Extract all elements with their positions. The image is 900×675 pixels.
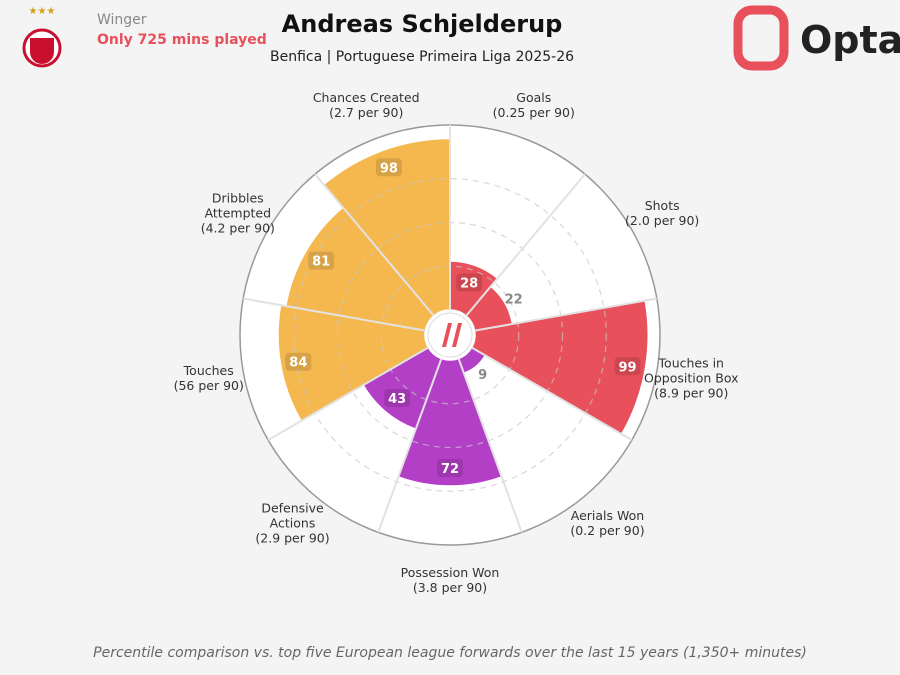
category-label: Shots (2.0 per 90) <box>612 198 712 228</box>
category-name: Touches in Opposition Box <box>644 355 739 386</box>
category-name: Aerials Won <box>570 507 645 523</box>
category-label: Goals (0.25 per 90) <box>479 90 589 120</box>
value-chip <box>456 273 483 292</box>
bar <box>277 304 430 423</box>
slice-divider <box>377 358 443 533</box>
bar <box>397 357 503 487</box>
center-icon <box>442 323 462 347</box>
per90-label: (0.2 per 90) <box>570 522 645 538</box>
per90-label: (8.9 per 90) <box>654 385 729 401</box>
category-name: Chances Created <box>312 89 420 105</box>
category-name: Shots <box>644 197 680 213</box>
per90-label: (0.25 per 90) <box>492 104 575 120</box>
opta-logo: Opta <box>733 5 900 71</box>
grid-ring <box>293 178 607 492</box>
slice-divider <box>267 346 429 441</box>
svg-text:★★★: ★★★ <box>29 6 56 17</box>
per90-label: (56 per 90) <box>173 377 244 393</box>
footnote: Percentile comparison vs. top five Europ… <box>93 645 807 661</box>
slice-divider <box>314 173 435 317</box>
category-label: Aerials Won (0.2 per 90) <box>562 508 652 538</box>
category-name: Touches <box>183 362 234 378</box>
value-label: 43 <box>388 392 406 407</box>
value-chip <box>384 389 411 408</box>
slice-divider <box>457 358 523 533</box>
slice-divider <box>465 173 586 317</box>
value-label: 98 <box>380 161 398 176</box>
category-label: Possession Won (3.8 per 90) <box>385 565 515 595</box>
bar <box>449 260 499 317</box>
category-label: Dribbles Attempted (4.2 per 90) <box>193 190 283 235</box>
value-chip <box>285 352 312 371</box>
per90-label: (2.0 per 90) <box>625 212 700 228</box>
slice-divider <box>474 297 657 332</box>
per90-label: (4.2 per 90) <box>200 220 275 235</box>
chart-title: Andreas Schjelderup <box>282 10 563 38</box>
value-label: 22 <box>505 292 523 307</box>
club-crest: ★★★ <box>22 6 62 68</box>
minutes-note: Only 725 mins played <box>97 32 267 48</box>
category-label: Touches in Opposition Box (8.9 per 90) <box>641 355 741 400</box>
value-label: 81 <box>312 255 330 270</box>
category-name: Dribbles Attempted <box>204 190 272 220</box>
category-name: Goals <box>516 89 552 105</box>
bar <box>362 346 443 431</box>
bar <box>284 206 435 332</box>
value-label: 99 <box>618 360 636 375</box>
slice-divider <box>243 297 426 332</box>
value-chip <box>614 357 641 376</box>
value-chip <box>437 459 463 477</box>
value-label: 72 <box>441 462 459 477</box>
brand: Opta <box>800 18 900 62</box>
slice-divider <box>471 346 633 441</box>
per90-label: (2.9 per 90) <box>255 530 330 546</box>
bar <box>322 137 451 317</box>
chart-subtitle: Benfica | Portuguese Primeira Liga 2025-… <box>270 49 574 65</box>
category-name: Possession Won <box>400 565 500 580</box>
per90-label: (2.7 per 90) <box>329 104 404 120</box>
position: Winger <box>97 12 147 28</box>
bar <box>470 299 649 436</box>
center-badge <box>427 312 473 358</box>
category-name: Defensive Actions <box>261 500 324 531</box>
value-label: 84 <box>289 356 307 371</box>
value-chip <box>375 158 402 177</box>
category-label: Touches (56 per 90) <box>159 363 259 393</box>
value-label: 9 <box>478 368 487 383</box>
value-chip <box>308 251 335 270</box>
category-label: Chances Created (2.7 per 90) <box>301 90 431 120</box>
per90-label: (3.8 per 90) <box>412 580 488 595</box>
category-label: Defensive Actions (2.9 per 90) <box>245 500 340 545</box>
value-label: 28 <box>460 276 478 291</box>
